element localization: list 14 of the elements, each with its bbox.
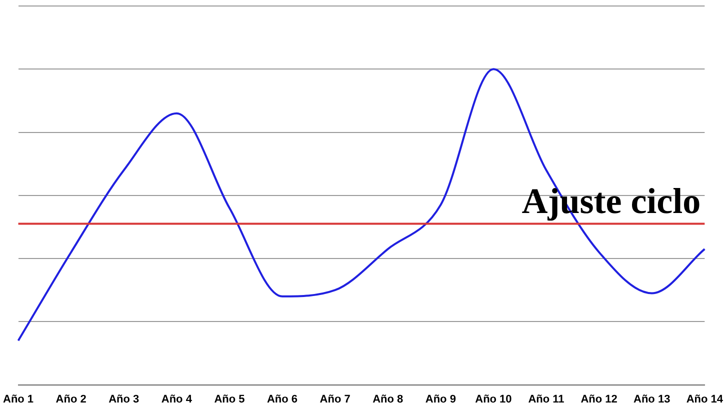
x-tick-label: Año 13 [634,393,670,406]
x-tick-label: Año 12 [580,393,618,406]
x-tick-label: Año 2 [56,393,86,406]
x-tick-label: Año 1 [2,393,34,406]
x-tick-label: Año 4 [161,393,193,406]
x-tick-label: Año 6 [266,393,298,406]
x-tick-label: Año 3 [108,393,140,406]
x-tick-label: Año 5 [214,393,245,406]
x-tick-label: Año 14 [686,393,724,406]
x-tick-label: Año 7 [320,393,350,406]
x-tick-label: Año 11 [528,393,564,406]
x-tick-label: Año 10 [475,393,512,406]
x-tick-label: Año 8 [372,393,404,406]
x-tick-label: Año 9 [425,393,456,406]
